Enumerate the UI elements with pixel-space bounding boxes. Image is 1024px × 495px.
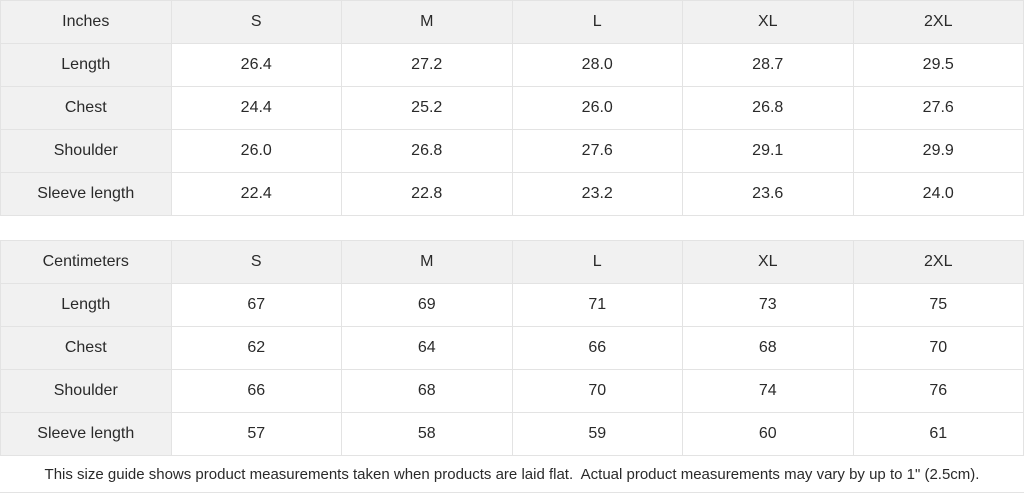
measurement-value: 26.4: [170, 43, 342, 87]
measurement-value: 74: [682, 369, 854, 413]
column-header-l: L: [511, 0, 683, 44]
measurement-value: 28.0: [511, 43, 683, 87]
measurement-value: 27.2: [341, 43, 513, 87]
row-label-chest: Chest: [0, 86, 172, 130]
column-header-m: M: [341, 240, 513, 284]
size-guide-footnote: This size guide shows product measuremen…: [0, 456, 1024, 493]
measurement-value: 26.8: [341, 129, 513, 173]
row-label-sleeve-length: Sleeve length: [0, 172, 172, 216]
table-row-shoulder: Shoulder 66 68 70 74 76: [0, 369, 1024, 413]
size-table-inches-header: Inches S M L XL 2XL: [0, 0, 1024, 44]
measurement-value: 68: [682, 326, 854, 370]
table-row-length: Length 26.4 27.2 28.0 28.7 29.5: [0, 43, 1024, 87]
measurement-value: 71: [511, 283, 683, 327]
measurement-value: 28.7: [682, 43, 854, 87]
table-row-chest: Chest 62 64 66 68 70: [0, 326, 1024, 370]
measurement-value: 73: [682, 283, 854, 327]
measurement-value: 26.0: [511, 86, 683, 130]
table-row-sleeve-length: Sleeve length 57 58 59 60 61: [0, 412, 1024, 456]
size-table-inches-body: Length 26.4 27.2 28.0 28.7 29.5 Chest 24…: [0, 43, 1024, 216]
measurement-value: 59: [511, 412, 683, 456]
measurement-value: 66: [170, 369, 342, 413]
measurement-value: 22.4: [170, 172, 342, 216]
size-table-centimeters-header: Centimeters S M L XL 2XL: [0, 240, 1024, 284]
measurement-value: 27.6: [511, 129, 683, 173]
row-label-chest: Chest: [0, 326, 172, 370]
column-header-m: M: [341, 0, 513, 44]
size-table-centimeters-body: Length 67 69 71 73 75 Chest 62 64 66 68 …: [0, 283, 1024, 456]
measurement-value: 67: [170, 283, 342, 327]
measurement-value: 62: [170, 326, 342, 370]
row-label-sleeve-length: Sleeve length: [0, 412, 172, 456]
column-header-xl: XL: [682, 0, 854, 44]
table-row-chest: Chest 24.4 25.2 26.0 26.8 27.6: [0, 86, 1024, 130]
measurement-value: 69: [341, 283, 513, 327]
measurement-value: 70: [511, 369, 683, 413]
measurement-value: 22.8: [341, 172, 513, 216]
table-separator: [0, 216, 1024, 240]
column-header-s: S: [170, 0, 342, 44]
measurement-value: 27.6: [852, 86, 1024, 130]
measurement-value: 23.6: [682, 172, 854, 216]
measurement-value: 76: [852, 369, 1024, 413]
measurement-value: 26.8: [682, 86, 854, 130]
measurement-value: 58: [341, 412, 513, 456]
measurement-value: 29.1: [682, 129, 854, 173]
header-row: Inches S M L XL 2XL: [0, 0, 1024, 44]
table-row-sleeve-length: Sleeve length 22.4 22.8 23.2 23.6 24.0: [0, 172, 1024, 216]
measurement-value: 25.2: [341, 86, 513, 130]
column-header-2xl: 2XL: [852, 0, 1024, 44]
measurement-value: 75: [852, 283, 1024, 327]
column-header-s: S: [170, 240, 342, 284]
measurement-value: 23.2: [511, 172, 683, 216]
row-label-length: Length: [0, 43, 172, 87]
measurement-value: 70: [852, 326, 1024, 370]
measurement-value: 26.0: [170, 129, 342, 173]
table-row-shoulder: Shoulder 26.0 26.8 27.6 29.1 29.9: [0, 129, 1024, 173]
unit-header-centimeters: Centimeters: [0, 240, 172, 284]
measurement-value: 29.5: [852, 43, 1024, 87]
row-label-length: Length: [0, 283, 172, 327]
size-table-centimeters: Centimeters S M L XL 2XL Length 67 69 71…: [0, 240, 1024, 456]
column-header-2xl: 2XL: [852, 240, 1024, 284]
measurement-value: 60: [682, 412, 854, 456]
row-label-shoulder: Shoulder: [0, 129, 172, 173]
header-row: Centimeters S M L XL 2XL: [0, 240, 1024, 284]
measurement-value: 29.9: [852, 129, 1024, 173]
size-table-inches: Inches S M L XL 2XL Length 26.4 27.2 28.…: [0, 0, 1024, 216]
measurement-value: 57: [170, 412, 342, 456]
table-row-length: Length 67 69 71 73 75: [0, 283, 1024, 327]
unit-header-inches: Inches: [0, 0, 172, 44]
measurement-value: 68: [341, 369, 513, 413]
measurement-value: 61: [852, 412, 1024, 456]
row-label-shoulder: Shoulder: [0, 369, 172, 413]
column-header-l: L: [511, 240, 683, 284]
column-header-xl: XL: [682, 240, 854, 284]
measurement-value: 24.0: [852, 172, 1024, 216]
measurement-value: 66: [511, 326, 683, 370]
measurement-value: 24.4: [170, 86, 342, 130]
measurement-value: 64: [341, 326, 513, 370]
